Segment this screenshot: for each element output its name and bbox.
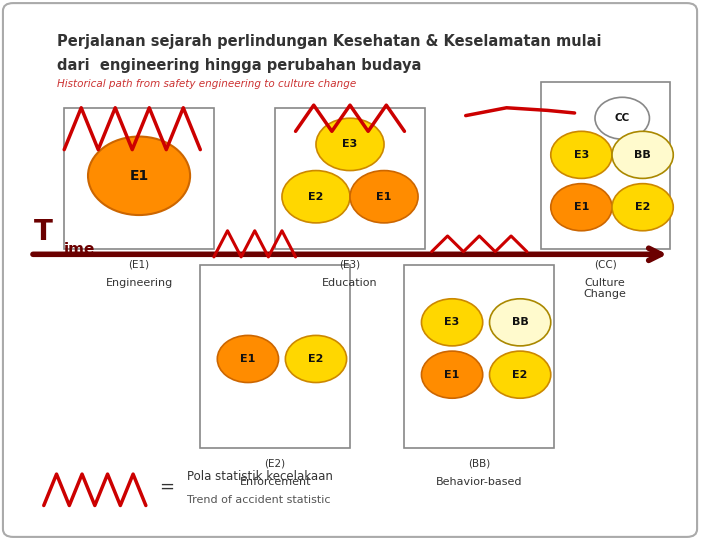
Text: Enforcement: Enforcement: [240, 477, 311, 487]
FancyBboxPatch shape: [541, 82, 670, 249]
Circle shape: [421, 351, 482, 398]
Text: E1: E1: [574, 202, 589, 212]
Circle shape: [316, 118, 384, 171]
Text: E3: E3: [444, 318, 459, 327]
Text: Culture
Change: Culture Change: [584, 278, 626, 300]
Text: BB: BB: [634, 150, 651, 160]
Text: (E3): (E3): [339, 260, 361, 269]
Text: E1: E1: [377, 192, 392, 202]
FancyBboxPatch shape: [3, 3, 697, 537]
Circle shape: [490, 351, 551, 398]
Text: (CC): (CC): [594, 260, 616, 269]
Text: E1: E1: [444, 370, 460, 380]
Circle shape: [551, 184, 612, 231]
Text: E3: E3: [574, 150, 589, 160]
Text: E2: E2: [308, 192, 324, 202]
Text: E2: E2: [635, 202, 650, 212]
Text: T: T: [34, 219, 53, 246]
Text: Education: Education: [322, 278, 378, 288]
Text: =: =: [159, 478, 174, 496]
Text: CC: CC: [615, 113, 630, 123]
Text: E1: E1: [240, 354, 256, 364]
Text: BB: BB: [512, 318, 528, 327]
FancyBboxPatch shape: [275, 108, 425, 249]
Circle shape: [88, 137, 190, 215]
Circle shape: [490, 299, 551, 346]
Circle shape: [612, 131, 673, 178]
Circle shape: [217, 335, 279, 382]
Text: Pola statistik kecelakaan: Pola statistik kecelakaan: [186, 470, 333, 483]
Text: Engineering: Engineering: [105, 278, 173, 288]
Circle shape: [551, 131, 612, 178]
Text: ime: ime: [64, 242, 96, 257]
Text: E2: E2: [308, 354, 324, 364]
Text: dari  engineering hingga perubahan budaya: dari engineering hingga perubahan budaya: [58, 58, 422, 73]
Text: E1: E1: [130, 169, 148, 183]
Circle shape: [595, 97, 649, 139]
FancyBboxPatch shape: [64, 108, 214, 249]
Text: (E2): (E2): [264, 458, 286, 468]
Circle shape: [285, 335, 346, 382]
Text: E2: E2: [513, 370, 528, 380]
Circle shape: [350, 171, 418, 223]
Text: Historical path from safety engineering to culture change: Historical path from safety engineering …: [58, 79, 356, 89]
Text: (E1): (E1): [128, 260, 150, 269]
Text: Trend of accident statistic: Trend of accident statistic: [186, 495, 330, 505]
Circle shape: [421, 299, 482, 346]
Text: (BB): (BB): [468, 458, 490, 468]
Text: Perjalanan sejarah perlindungan Kesehatan & Keselamatan mulai: Perjalanan sejarah perlindungan Kesehata…: [58, 35, 602, 50]
Circle shape: [612, 184, 673, 231]
FancyBboxPatch shape: [405, 265, 554, 448]
Text: Behavior-based: Behavior-based: [436, 477, 523, 487]
Circle shape: [282, 171, 350, 223]
FancyBboxPatch shape: [200, 265, 350, 448]
Text: E3: E3: [343, 139, 358, 150]
